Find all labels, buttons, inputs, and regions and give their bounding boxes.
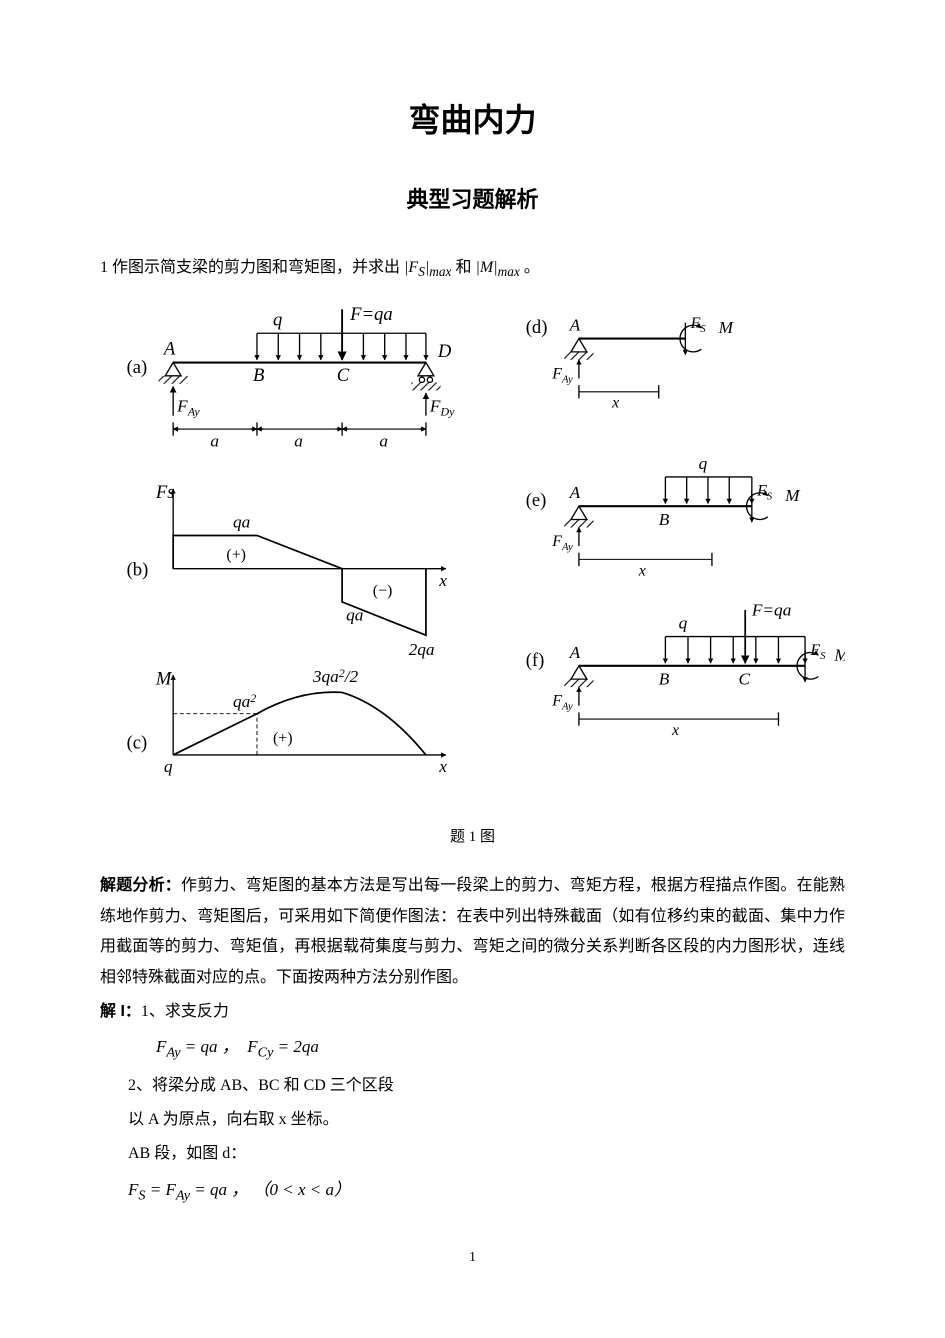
label-q-e: q (699, 454, 708, 473)
label-qa-pos: qa (233, 513, 250, 532)
expr-m-base: |M| (476, 259, 498, 276)
label-A-d: A (569, 316, 581, 335)
dim-a3: a (379, 431, 388, 450)
label-FAy-e: FAy (551, 533, 573, 553)
panel-a: (a) q (127, 304, 456, 450)
problem-text: 作图示简支梁的剪力图和弯矩图，并求出 (112, 259, 400, 276)
label-B-f: B (659, 670, 670, 689)
analysis-heading: 解题分析： (100, 877, 181, 894)
label-FAy-f: FAy (551, 693, 573, 713)
label-FDy: FDy (429, 397, 455, 419)
label-qa-neg: qa (346, 606, 363, 625)
figure-1: (a) q (100, 296, 845, 815)
problem-end: 。 (524, 259, 540, 276)
panel-e: (e) A B q FAy FS M x (526, 454, 801, 579)
axis-x-b: x (438, 571, 447, 590)
label-B: B (253, 365, 264, 386)
figure-caption: 题 1 图 (100, 823, 845, 852)
label-C: C (337, 365, 350, 386)
tag-f: (f) (526, 650, 545, 671)
support-a (159, 363, 188, 384)
expr-fs-base: |F (404, 259, 418, 276)
doc-title: 弯曲内力 (100, 90, 845, 151)
expr-m-max: max (498, 264, 520, 279)
tag-a: (a) (127, 357, 148, 378)
analysis-body: 作剪力、弯矩图的基本方法是写出每一段梁上的剪力、弯矩方程，根据方程描点作图。在能… (100, 877, 845, 985)
page-number: 1 (100, 1245, 845, 1272)
label-qa2: qa2 (233, 691, 256, 711)
figure-svg: (a) q (100, 296, 845, 815)
label-A-e: A (569, 483, 581, 502)
panel-c: (c) M x qa2 3qa2/2 (+) q (127, 666, 448, 777)
label-Feq: F=qa (349, 304, 393, 325)
equation-1: FAy = qa ， FCy = 2qa (100, 1031, 845, 1066)
step2-line3: AB 段，如图 d： (100, 1139, 845, 1169)
expr-fs-sub: S (418, 264, 425, 279)
label-q-origin: q (164, 757, 173, 776)
eq2-text: FS = FAy = qa ， （0 < x < a） (128, 1180, 351, 1199)
label-A: A (162, 339, 176, 360)
equation-2: FS = FAy = qa ， （0 < x < a） (100, 1174, 845, 1209)
label-plus-c: (+) (273, 730, 293, 747)
step2-label: 2、将梁分成 AB、BC 和 CD 三个区段 (100, 1071, 845, 1101)
problem-number: 1 (100, 259, 108, 276)
tag-c: (c) (127, 732, 148, 753)
dim-a1: a (210, 431, 219, 450)
label-M-e: M (784, 486, 801, 505)
step1-label: 1、求支反力 (141, 1003, 229, 1020)
panel-b: (b) Fs x qa (+) (−) qa 2qa (127, 482, 448, 659)
expr-fs-max: max (429, 264, 451, 279)
expr-m: |M|max (476, 259, 524, 276)
axis-x-c: x (438, 757, 447, 776)
label-q: q (273, 309, 282, 330)
tag-b: (b) (127, 559, 149, 580)
panel-f: (f) A B C q F=qa FAy FS M x (526, 600, 845, 739)
label-FAy-d: FAy (551, 366, 573, 386)
and-text: 和 (455, 259, 475, 276)
label-A-f: A (569, 643, 581, 662)
support-d (411, 363, 440, 391)
tag-d: (d) (526, 317, 548, 338)
solution-heading-line: 解 I：1、求支反力 (100, 997, 845, 1027)
axis-M: M (155, 669, 173, 690)
expr-fs: |FS|max (404, 259, 455, 276)
doc-subtitle: 典型习题解析 (100, 179, 845, 221)
analysis-para: 解题分析：作剪力、弯矩图的基本方法是写出每一段梁上的剪力、弯矩方程，根据方程描点… (100, 871, 845, 993)
solution-heading: 解 I： (100, 1003, 141, 1020)
dim-x-d: x (611, 395, 619, 412)
dim-x-e: x (638, 562, 646, 579)
dim-a2: a (294, 431, 303, 450)
label-plus-b: (+) (226, 546, 246, 563)
label-q-f: q (679, 614, 688, 633)
label-2qa: 2qa (409, 640, 435, 659)
label-FAy: FAy (176, 397, 200, 419)
label-B-e: B (659, 510, 670, 529)
label-M-f: M (833, 646, 845, 665)
label-D: D (437, 341, 452, 362)
step2-line2: 以 A 为原点，向右取 x 坐标。 (100, 1105, 845, 1135)
dim-x-f: x (671, 722, 679, 739)
eq1-text: FAy = qa ， FCy = 2qa (156, 1037, 319, 1056)
label-minus-b: (−) (373, 582, 393, 599)
label-Feq-f: F=qa (751, 600, 792, 619)
dims-a: a a a (173, 422, 426, 450)
label-3qa2: 3qa2/2 (312, 666, 359, 686)
label-M-d: M (718, 318, 735, 337)
axis-Fs: Fs (155, 482, 175, 503)
problem-statement: 1 作图示简支梁的剪力图和弯矩图，并求出 |FS|max 和 |M|max 。 (100, 253, 845, 285)
tag-e: (e) (526, 490, 547, 511)
label-C-f: C (739, 670, 751, 689)
panel-d: (d) A FAy FS M x (526, 315, 735, 412)
